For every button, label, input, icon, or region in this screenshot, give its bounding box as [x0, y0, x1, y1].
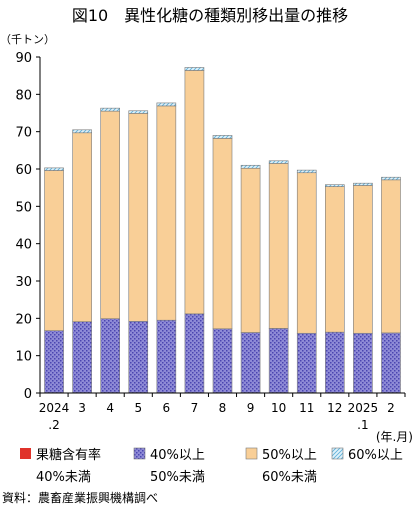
y-tick-label: 30: [15, 275, 32, 290]
x-tick-label-sub: .2: [48, 418, 59, 432]
bar-segment-series-1: [297, 333, 316, 392]
x-tick-label: 3: [78, 401, 86, 415]
x-tick-label: 6: [163, 401, 171, 415]
legend-label: 40%以上: [150, 448, 205, 463]
y-tick-label: 0: [24, 387, 32, 402]
bar-segment-series-3: [157, 103, 176, 106]
bar-segment-series-3: [297, 170, 316, 173]
y-tick-label: 60: [15, 163, 32, 178]
x-tick-label: 10: [271, 401, 286, 415]
bar-segment-series-1: [73, 322, 92, 393]
y-tick-label: 90: [15, 51, 32, 66]
x-tick-label: 11: [299, 401, 314, 415]
bar-segment-series-2: [325, 187, 344, 333]
y-tick-label: 80: [15, 88, 32, 103]
bar-segment-series-1: [325, 332, 344, 392]
x-tick-label: 9: [247, 401, 255, 415]
y-tick-label: 40: [15, 238, 32, 253]
bar-segment-series-1: [157, 320, 176, 392]
x-tick-label: 12: [327, 401, 342, 415]
chart-title: 図10 異性化糖の種類別移出量の推移: [72, 6, 348, 25]
bar-segment-series-1: [129, 321, 148, 392]
bar-segment-series-1: [213, 329, 232, 393]
x-tick-label: 2: [387, 401, 395, 415]
x-tick-label: 8: [219, 401, 227, 415]
legend-swatch: [332, 448, 343, 459]
bar-segment-series-1: [101, 319, 120, 393]
y-unit-label: （千トン）: [0, 33, 55, 46]
bar-segment-series-2: [101, 111, 120, 319]
y-axis: 0 10 20 30 40 50 60 70 80 90: [15, 51, 40, 402]
legend-label: 50%以上: [262, 448, 317, 463]
legend-label-sub: 50%未満: [150, 470, 205, 485]
legend-label: 60%以上: [348, 448, 403, 463]
y-tick-label: 10: [15, 350, 32, 365]
bar-segment-series-2: [269, 163, 288, 328]
legend-swatch: [20, 448, 31, 459]
x-axis: 2024 .2 3 4 5 6 7 8 9 10 11 12 2025 .1 2: [39, 393, 405, 432]
bar-segment-series-2: [241, 168, 260, 332]
y-tick-label: 70: [15, 126, 32, 141]
x-tick-label: 2025: [348, 401, 379, 415]
x-unit-label: (年.月): [376, 430, 413, 444]
bars: [45, 67, 401, 393]
bar-segment-series-3: [325, 185, 344, 187]
bar-segment-series-3: [381, 177, 400, 180]
bar-segment-series-3: [353, 183, 372, 185]
legend-swatch: [134, 448, 145, 459]
bar-segment-series-2: [73, 133, 92, 322]
bar-segment-series-3: [101, 108, 120, 111]
x-tick-label: 2024: [39, 401, 70, 415]
legend-label: 果糖含有率: [36, 447, 101, 463]
x-tick-label: 4: [106, 401, 114, 415]
x-tick-label: 7: [191, 401, 199, 415]
source-note: 資料：農畜産業振興機構調べ: [2, 490, 158, 505]
bar-segment-series-3: [45, 168, 64, 171]
bar-segment-series-1: [185, 314, 204, 393]
bar-segment-series-3: [241, 165, 260, 168]
bar-segment-series-3: [129, 111, 148, 114]
bar-segment-series-2: [157, 106, 176, 320]
x-tick-label-sub: .1: [357, 418, 368, 432]
bar-segment-series-2: [129, 113, 148, 321]
bar-segment-series-3: [213, 135, 232, 138]
bar-segment-series-2: [297, 173, 316, 334]
legend-swatch: [246, 448, 257, 459]
bar-segment-series-2: [381, 180, 400, 333]
bar-segment-series-1: [241, 333, 260, 393]
bar-segment-series-3: [73, 130, 92, 133]
legend-label-sub: 60%未満: [262, 470, 317, 485]
bar-segment-series-1: [45, 331, 64, 393]
x-tick-label: 5: [134, 401, 142, 415]
bar-segment-series-2: [353, 185, 372, 333]
bar-segment-series-2: [185, 70, 204, 313]
bar-segment-series-2: [213, 138, 232, 328]
legend-label-sub: 40%未満: [36, 470, 91, 485]
y-tick-label: 20: [15, 312, 32, 327]
bar-segment-series-3: [185, 67, 204, 70]
bar-segment-series-3: [269, 161, 288, 164]
bar-segment-series-1: [381, 333, 400, 393]
bar-segment-series-1: [269, 328, 288, 392]
bar-segment-series-2: [45, 170, 64, 330]
legend: 果糖含有率 40%未満 40%以上 50%未満 50%以上 60%未満 60%以上: [20, 447, 403, 485]
bar-segment-series-1: [353, 333, 372, 392]
y-tick-label: 50: [15, 200, 32, 215]
